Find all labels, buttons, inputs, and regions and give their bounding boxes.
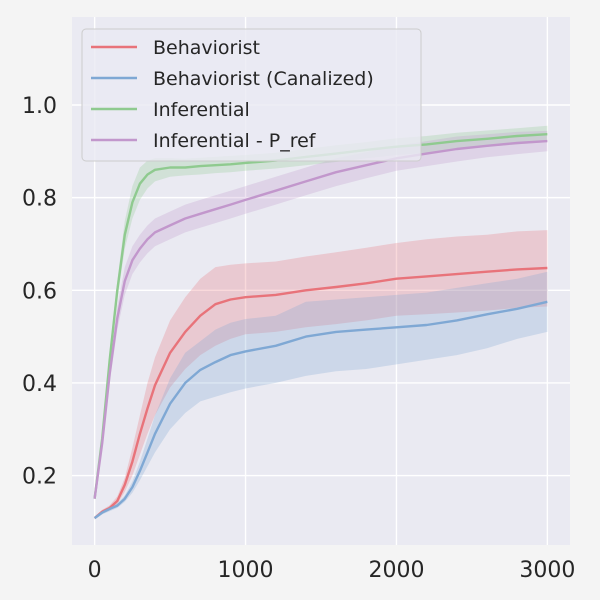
legend-label: Behaviorist (Canalized): [153, 68, 374, 90]
y-tick-label: 0.4: [22, 372, 57, 397]
x-tick-label: 1000: [218, 558, 274, 583]
x-tick-label: 3000: [519, 558, 575, 583]
legend-label: Behaviorist: [153, 37, 260, 59]
y-tick-label: 0.8: [22, 187, 57, 212]
legend-label: Inferential - P_ref: [153, 130, 317, 152]
behaviorist-canalized-band: [94, 271, 548, 520]
y-tick-label: 0.2: [22, 465, 57, 490]
y-axis-ticks: 0.2 0.4 0.6 0.8 1.0: [22, 94, 57, 490]
behaviorist-line: [93, 266, 548, 520]
y-tick-label: 0.6: [22, 279, 57, 304]
y-tick-label: 1.0: [22, 94, 57, 119]
legend-box: [81, 28, 422, 162]
series-lines: [93, 133, 548, 520]
x-tick-label: 0: [88, 558, 102, 583]
x-tick-label: 2000: [368, 558, 424, 583]
behaviorist-canalized-line: [93, 300, 548, 520]
inferential-p-ref-band: [94, 130, 548, 499]
legend: Behaviorist Behaviorist (Canalized) Infere…: [81, 28, 422, 162]
legend-label: Inferential: [153, 99, 250, 121]
behaviorist-band: [94, 230, 548, 520]
inferential-p-ref-line: [93, 139, 548, 499]
confidence-bands: [94, 125, 548, 520]
x-axis-ticks: 0 1000 2000 3000: [88, 558, 576, 583]
inferential-line: [93, 133, 548, 499]
